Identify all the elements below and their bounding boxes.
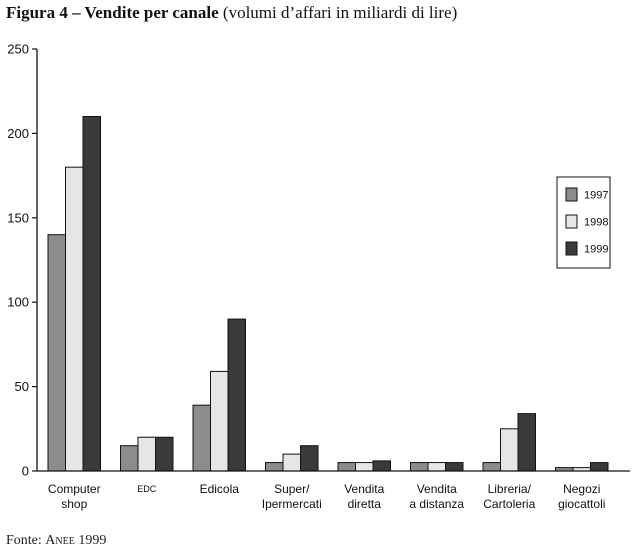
legend-swatch-1998	[565, 214, 578, 229]
x-category-label: Super/Ipermercati	[262, 482, 322, 511]
x-category-label: Vendita a distanza	[409, 482, 464, 511]
bar-1999	[82, 116, 101, 472]
figure-title-subtitle: (volumi d’affari in miliardi di lire)	[222, 3, 458, 22]
x-category-label: Negozi giocattoli	[558, 482, 605, 511]
bar-1998	[210, 370, 229, 472]
bar-1999	[227, 318, 246, 472]
bar-1997	[410, 462, 429, 472]
bar-1997	[482, 462, 501, 472]
y-tick-label: 150	[7, 210, 29, 225]
x-category-label: EDC	[137, 484, 157, 494]
y-axis: 0 50 100 150 200 250	[7, 42, 38, 479]
bar-1999	[445, 462, 464, 472]
y-tick-label: 100	[7, 295, 29, 310]
y-tick-label: 250	[7, 42, 29, 57]
y-tick-label: 200	[7, 126, 29, 141]
figure-title: Figura 4 – Vendite per canale (volumi d’…	[6, 3, 457, 23]
legend-swatch-1999	[565, 241, 578, 256]
x-category-label: Libreria/Cartoleria	[483, 482, 535, 511]
source-note: Fonte: Anee 1999	[6, 533, 106, 549]
bar-1999	[372, 460, 391, 472]
legend-label-1997: 1997	[584, 190, 608, 202]
x-category-label: Computer shop	[48, 482, 101, 511]
bar-1997	[265, 462, 284, 472]
bar-1999	[300, 445, 319, 472]
x-category-label: Edicola	[200, 482, 240, 496]
legend-label-1999: 1999	[584, 244, 608, 256]
bar-1997	[337, 462, 356, 472]
bar-1999	[590, 462, 609, 472]
legend-swatch-1997	[565, 187, 578, 202]
source-year: 1999	[78, 533, 107, 548]
bar-1999	[517, 413, 536, 472]
bar-1997	[120, 445, 139, 472]
figure-title-bold: Figura 4 – Vendite per canale	[6, 3, 219, 22]
bar-1998	[137, 436, 156, 472]
bar-1997	[47, 234, 66, 472]
source-organization: Anee	[45, 533, 75, 548]
y-tick-label: 50	[15, 379, 29, 394]
bar-1999	[155, 436, 174, 472]
bar-1998	[282, 453, 301, 472]
x-category-label: Vendita diretta	[344, 482, 384, 511]
bar-1997	[192, 404, 211, 472]
bar-1998	[355, 462, 374, 472]
legend-label-1998: 1998	[584, 217, 608, 229]
bars	[47, 116, 609, 472]
source-prefix: Fonte:	[6, 533, 42, 548]
x-axis: Computer shop EDC Edicola Super/Ipermercati V…	[37, 470, 630, 511]
bar-1998	[500, 428, 519, 472]
bar-1998	[65, 166, 84, 472]
bar-1998	[427, 462, 446, 472]
legend: 1997 1998 1999	[556, 176, 611, 269]
y-tick-label: 0	[22, 464, 29, 479]
